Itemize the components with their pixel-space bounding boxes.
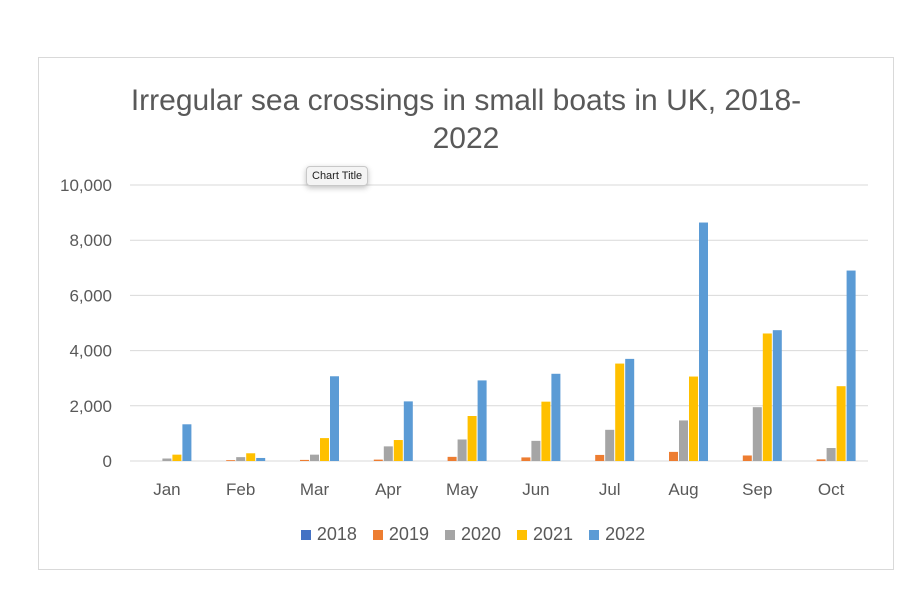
legend-swatch xyxy=(517,529,528,540)
legend-swatch xyxy=(372,529,383,540)
bar-2019-jun xyxy=(521,457,531,461)
x-axis: Jan Feb Mar Apr May Jun Jul Aug Sep Oct xyxy=(153,480,844,499)
bar-2021-apr xyxy=(393,440,403,461)
x-tick-label: Jul xyxy=(599,480,621,499)
bar-2022-jan xyxy=(182,424,192,461)
legend-swatch xyxy=(300,529,311,540)
bar-2021-sep xyxy=(762,333,772,461)
bar-2022-apr xyxy=(403,401,413,461)
x-tick-label: May xyxy=(446,480,479,499)
bar-2020-sep xyxy=(752,407,762,461)
legend-item-2019: 2019 xyxy=(372,524,429,545)
x-tick-label: Aug xyxy=(668,480,698,499)
chart-title-tooltip: Chart Title xyxy=(306,166,369,186)
bar-2019-jul xyxy=(595,454,605,461)
bar-2019-aug xyxy=(669,451,678,461)
bar-2019-sep xyxy=(742,455,752,461)
bar-2020-jan xyxy=(162,458,172,461)
chart-title-line-1: Irregular sea crossings in small boats i… xyxy=(130,84,802,117)
legend-item-2022: 2022 xyxy=(589,524,645,545)
legend-label: 2022 xyxy=(605,524,646,544)
bar-2020-jun xyxy=(531,440,541,461)
legend-swatch xyxy=(444,529,455,540)
y-tick-label: 10,000 xyxy=(60,176,112,195)
bar-2022-feb xyxy=(256,457,266,461)
legend: 2018 2019 2020 2021 2022 xyxy=(0,524,916,545)
bar-2022-may xyxy=(477,380,487,461)
bar-2019-oct xyxy=(816,459,826,461)
legend-item-2020: 2020 xyxy=(444,524,502,545)
bar-2019-mar xyxy=(300,459,309,461)
bar-2021-oct xyxy=(836,386,846,461)
bar-2022-mar xyxy=(330,376,339,461)
x-tick-label: Jun xyxy=(522,480,549,499)
bar-2019-may xyxy=(447,456,457,461)
bar-2021-jul xyxy=(615,363,625,461)
bar-2019-apr xyxy=(373,459,383,461)
bar-2022-aug xyxy=(699,222,708,461)
bar-2020-jul xyxy=(605,429,615,461)
x-tick-label: Oct xyxy=(818,480,845,499)
legend-label: 2018 xyxy=(316,524,357,544)
bar-2019-feb xyxy=(226,460,236,461)
legend-label: 2020 xyxy=(460,524,502,544)
bar-2020-feb xyxy=(236,457,246,461)
x-tick-label: Jan xyxy=(153,480,180,499)
bar-2021-jan xyxy=(172,454,182,461)
bar-2021-may xyxy=(467,416,477,461)
x-tick-label: Apr xyxy=(375,480,402,499)
bar-2020-apr xyxy=(383,446,393,461)
y-tick-label: 0 xyxy=(103,452,112,471)
bar-2021-aug xyxy=(689,376,698,461)
bar-2022-sep xyxy=(772,330,782,461)
bar-2020-may xyxy=(457,439,467,461)
bar-2022-jun xyxy=(551,373,561,461)
bar-2021-mar xyxy=(320,438,329,461)
x-tick-label: Mar xyxy=(300,480,330,499)
chart-area xyxy=(38,57,894,570)
y-tick-label: 2,000 xyxy=(69,397,112,416)
legend-label: 2019 xyxy=(388,524,429,544)
y-tick-label: 4,000 xyxy=(69,342,112,361)
legend-label: 2021 xyxy=(533,524,574,544)
chart-title: Irregular sea crossings in small boats i… xyxy=(0,82,916,158)
bar-2020-aug xyxy=(679,420,688,461)
bar-2021-feb xyxy=(246,453,256,461)
bar-2022-oct xyxy=(846,270,856,461)
y-axis: 0 2,000 4,000 6,000 8,000 10,000 xyxy=(60,176,112,471)
y-tick-label: 6,000 xyxy=(69,286,112,305)
bar-2020-oct xyxy=(826,448,836,461)
legend-item-2018: 2018 xyxy=(300,524,357,545)
legend-item-2021: 2021 xyxy=(517,524,573,545)
bar-2021-jun xyxy=(541,401,551,461)
bar-2022-jul xyxy=(625,358,635,461)
legend-swatch xyxy=(589,529,600,540)
x-tick-label: Sep xyxy=(742,480,772,499)
bar-2020-mar xyxy=(310,454,319,461)
y-tick-label: 8,000 xyxy=(69,231,112,250)
x-tick-label: Feb xyxy=(226,480,255,499)
chart-title-line-2: 2022 xyxy=(432,122,500,155)
bars xyxy=(162,222,856,461)
